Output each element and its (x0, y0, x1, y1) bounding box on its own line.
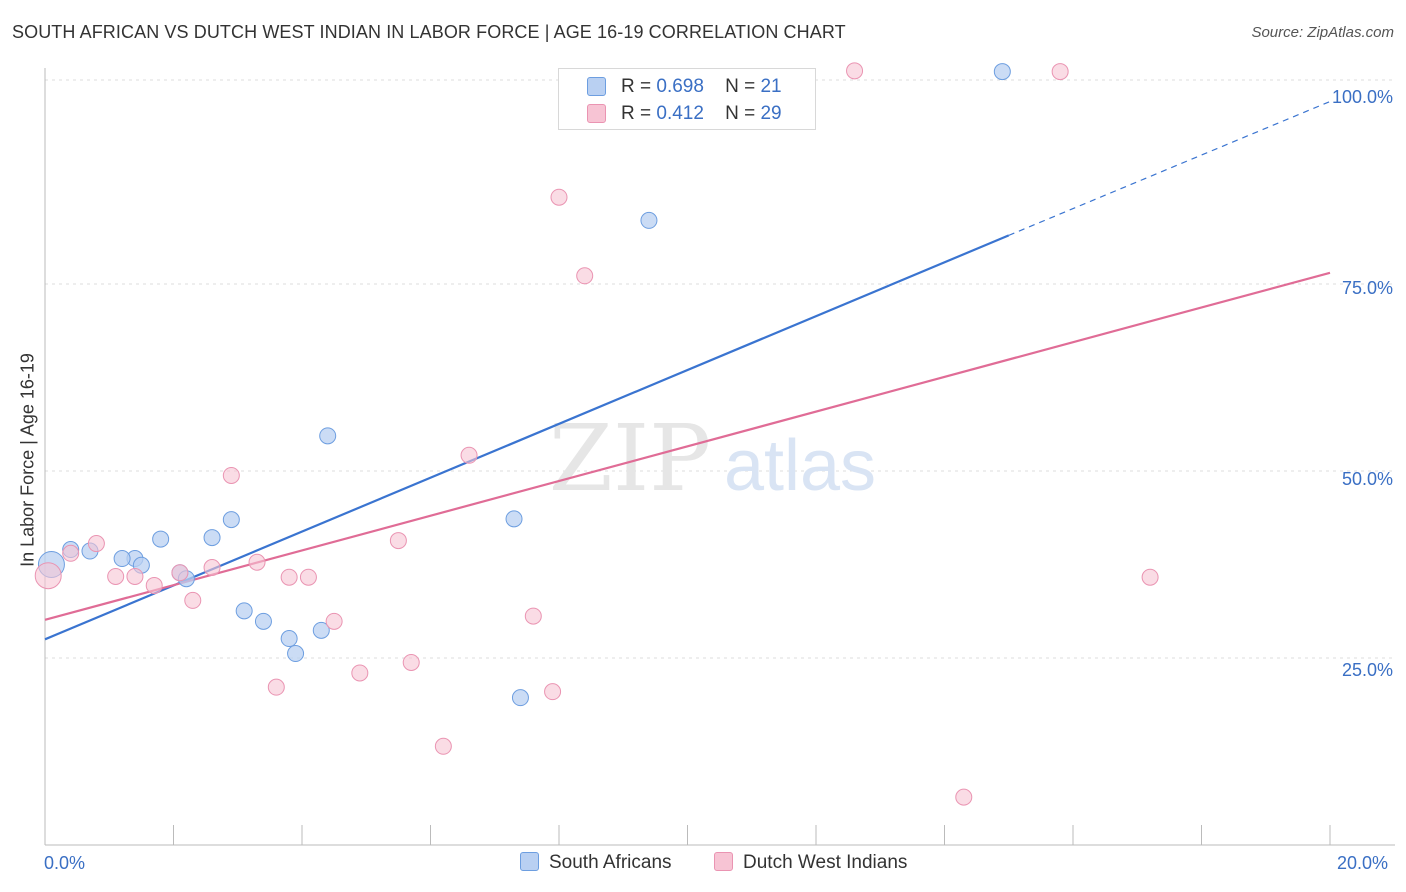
gridlines (45, 79, 1395, 659)
dutch-west-indian-point (107, 567, 125, 585)
y-axis-label: In Labor Force | Age 16-19 (17, 353, 38, 567)
trend-line-dashed-0 (1008, 100, 1331, 236)
r-label: R = (621, 76, 652, 97)
n-value: 29 (760, 103, 782, 124)
r-label: R = (621, 103, 652, 124)
dutch-west-indian-point (325, 612, 343, 630)
y-tick-25: 25.0% (1341, 660, 1393, 680)
dutch-west-indian-point (184, 591, 202, 609)
dutch-west-indian-point (248, 553, 266, 571)
watermark: ZIP atlas (549, 405, 876, 512)
y-tick-75: 75.0% (1341, 278, 1393, 298)
south-african-point (152, 530, 170, 548)
dutch-west-indian-point (524, 607, 542, 625)
axes (44, 68, 1395, 846)
correlation-legend: R = 0.698 N = 21 R = 0.412 N = 29 (558, 68, 816, 130)
south-african-point (319, 427, 337, 445)
south-african-point (113, 550, 131, 568)
dutch-west-indian-point (389, 532, 407, 550)
south-african-point (312, 621, 330, 639)
dutch-west-indian-point (34, 562, 62, 590)
dutch-west-indian-point (544, 683, 562, 701)
bottom-legend-south-africans: South Africans (520, 852, 672, 874)
south-african-point (203, 529, 221, 547)
blue-swatch-icon (587, 77, 606, 96)
x-tick-20: 20.0% (1337, 853, 1389, 873)
south-african-point (505, 510, 523, 528)
pink-swatch-icon (714, 852, 733, 871)
dutch-west-indian-point (171, 564, 189, 582)
r-value: 0.412 (656, 103, 704, 124)
dutch-west-indian-point (460, 446, 478, 464)
south-african-point (222, 511, 240, 529)
y-tick-100: 100.0% (1331, 87, 1393, 107)
dutch-west-indian-point (846, 62, 864, 80)
data-points (34, 62, 1159, 806)
south-african-point (993, 63, 1011, 81)
dutch-west-indian-point (62, 544, 80, 562)
dutch-west-indian-point (87, 535, 105, 553)
pink-swatch-icon (587, 104, 606, 123)
south-african-point (511, 689, 529, 707)
dutch-west-indian-point (1141, 568, 1159, 586)
dutch-west-indian-point (126, 567, 144, 585)
bottom-legend-dutch-west-indians: Dutch West Indians (714, 852, 907, 874)
blue-swatch-icon (520, 852, 539, 871)
legend-label: Dutch West Indians (743, 852, 908, 873)
south-african-point (235, 602, 253, 620)
south-african-point (640, 211, 658, 229)
dutch-west-indian-point (145, 576, 163, 594)
n-label: N = (725, 76, 756, 97)
south-african-point (280, 630, 298, 648)
dutch-west-indian-point (267, 678, 285, 696)
south-african-point (254, 612, 272, 630)
dutch-west-indian-point (402, 653, 420, 671)
n-value: 21 (760, 76, 782, 97)
y-tick-50: 50.0% (1341, 469, 1393, 489)
south-african-point (287, 645, 305, 663)
dutch-west-indian-point (1051, 63, 1069, 81)
x-tick-0: 0.0% (44, 853, 86, 873)
chart-title: SOUTH AFRICAN VS DUTCH WEST INDIAN IN LA… (12, 22, 846, 42)
dutch-west-indian-point (222, 466, 240, 484)
watermark-atlas: atlas (724, 426, 876, 506)
dutch-west-indian-point (576, 267, 594, 285)
legend-label: South Africans (549, 852, 672, 873)
watermark-zip: ZIP (549, 405, 711, 512)
dutch-west-indian-point (351, 664, 369, 682)
dutch-west-indian-point (299, 568, 317, 586)
n-label: N = (725, 103, 756, 124)
dutch-west-indian-point (203, 558, 221, 576)
dutch-west-indian-point (434, 737, 452, 755)
dutch-west-indian-point (550, 188, 568, 206)
trend-lines (44, 100, 1331, 641)
trend-line-1 (44, 271, 1331, 621)
source-label: Source: ZipAtlas.com (1251, 24, 1394, 41)
dutch-west-indian-point (955, 788, 973, 806)
dutch-west-indian-point (280, 568, 298, 586)
r-value: 0.698 (656, 76, 704, 97)
